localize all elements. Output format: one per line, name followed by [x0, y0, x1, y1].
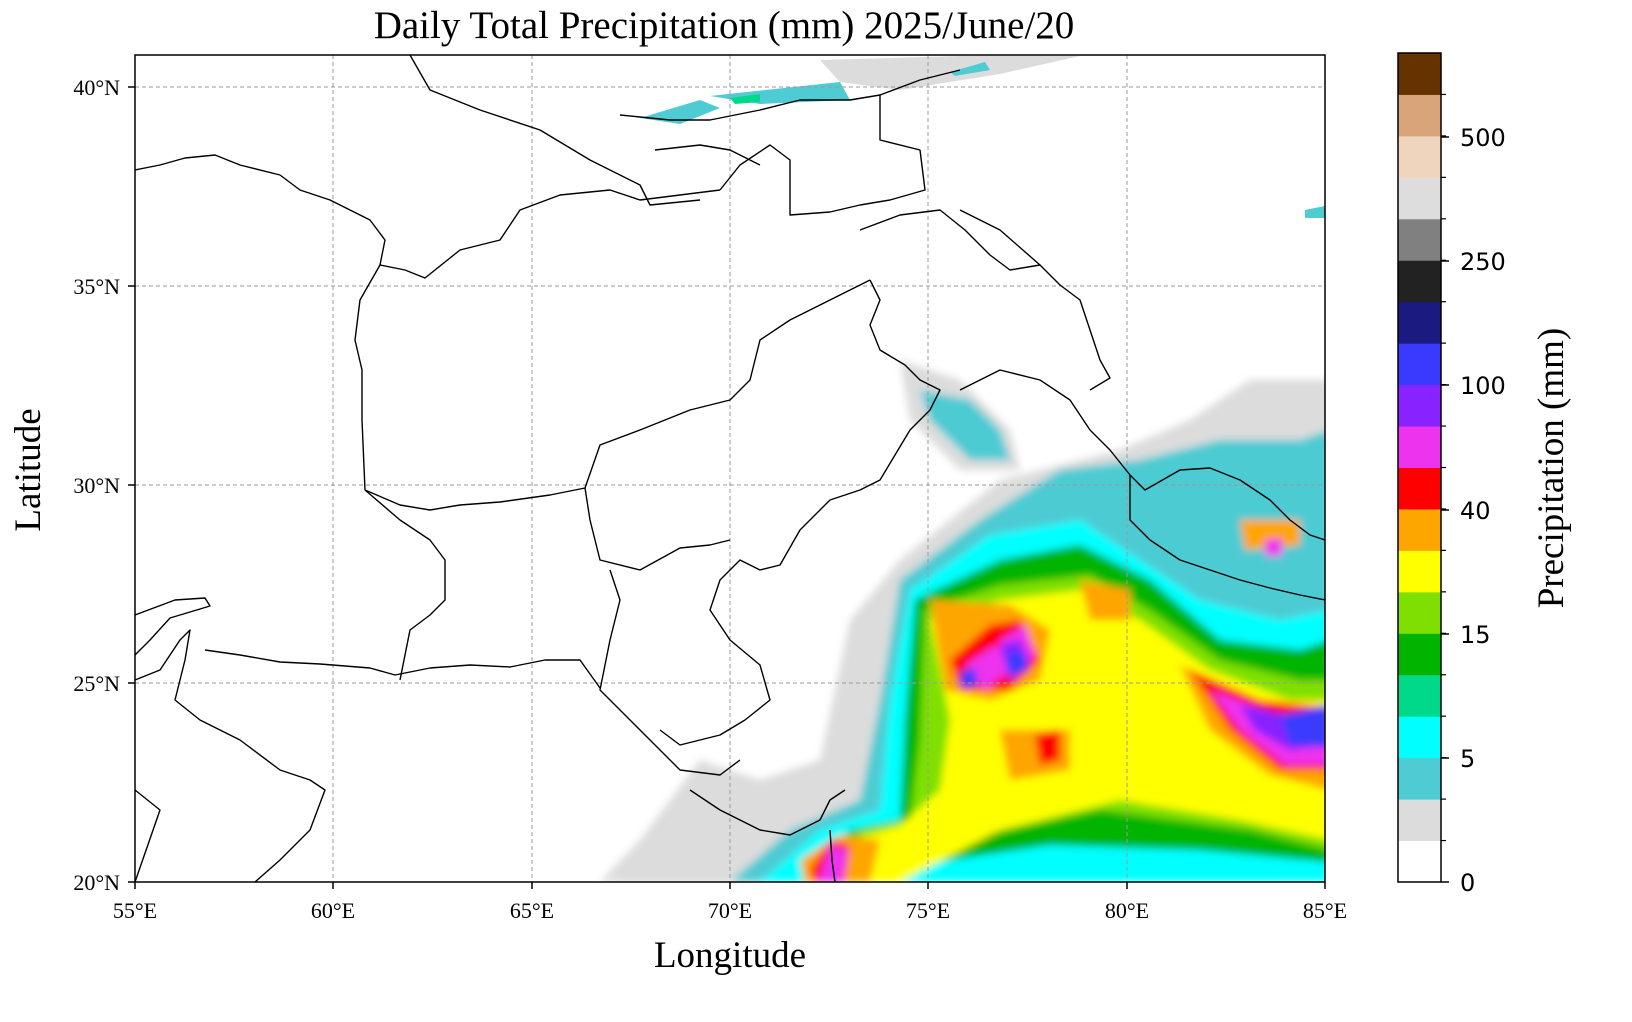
colorbar-title: Precipitation (mm) — [1531, 328, 1572, 609]
colorbar-segment — [1398, 384, 1441, 427]
map-title: Daily Total Precipitation (mm) 2025/June… — [374, 4, 1075, 47]
lon-tick-label: 65°E — [510, 898, 554, 923]
colorbar-segment — [1398, 53, 1441, 95]
colorbar-segment — [1398, 799, 1441, 842]
lat-tick-marks — [128, 86, 135, 883]
lon-tick-label: 80°E — [1105, 898, 1149, 923]
lon-tick-marks — [134, 882, 1326, 889]
lon-tick-label: 75°E — [906, 898, 950, 923]
colorbar-segment — [1398, 674, 1441, 717]
colorbar-tick-label: 500 — [1460, 124, 1506, 152]
colorbar-segments — [1398, 53, 1441, 883]
colorbar-segment — [1398, 260, 1441, 303]
lat-tick-label: 35°N — [73, 274, 120, 299]
colorbar-segment — [1398, 301, 1441, 344]
colorbar-segment — [1398, 508, 1441, 551]
colorbar-segment — [1398, 135, 1441, 178]
colorbar-segment — [1398, 218, 1441, 261]
colorbar-segment — [1398, 343, 1441, 386]
lat-tick-label: 40°N — [73, 75, 120, 100]
colorbar-segment — [1398, 426, 1441, 468]
lat-tick-label: 30°N — [73, 473, 120, 498]
colorbar-major-ticks — [1441, 136, 1449, 883]
colorbar-segment — [1398, 633, 1441, 676]
colorbar-tick-label: 100 — [1460, 372, 1506, 400]
gridlines — [135, 55, 1325, 882]
colorbar: 0 5 15 40 100 250 500 Precipitation (mm) — [1397, 52, 1572, 897]
colorbar-tick-label: 15 — [1460, 621, 1491, 649]
lon-tick-labels: 55°E 60°E 65°E 70°E 75°E 80°E 85°E — [113, 898, 1347, 923]
colorbar-segment — [1398, 94, 1441, 137]
lon-tick-label: 85°E — [1303, 898, 1347, 923]
colorbar-tick-label: 40 — [1460, 497, 1491, 525]
colorbar-segment — [1398, 550, 1441, 593]
colorbar-tick-label: 5 — [1460, 745, 1475, 773]
colorbar-segment — [1398, 177, 1441, 220]
colorbar-segment — [1398, 840, 1441, 883]
colorbar-tick-label: 0 — [1460, 869, 1475, 897]
y-axis-title: Latitude — [8, 408, 49, 531]
lon-tick-label: 55°E — [113, 898, 157, 923]
lat-tick-label: 20°N — [73, 870, 120, 895]
colorbar-tick-label: 250 — [1460, 248, 1506, 276]
lat-tick-label: 25°N — [73, 671, 120, 696]
country-borders — [135, 55, 1325, 882]
lat-tick-labels: 20°N 25°N 30°N 35°N 40°N — [73, 75, 120, 895]
colorbar-segment — [1398, 757, 1441, 800]
colorbar-segment — [1398, 591, 1441, 634]
colorbar-segment — [1398, 716, 1441, 759]
lon-tick-label: 70°E — [708, 898, 752, 923]
x-axis-title: Longitude — [654, 935, 806, 976]
colorbar-segment — [1398, 467, 1441, 510]
lon-tick-label: 60°E — [311, 898, 355, 923]
